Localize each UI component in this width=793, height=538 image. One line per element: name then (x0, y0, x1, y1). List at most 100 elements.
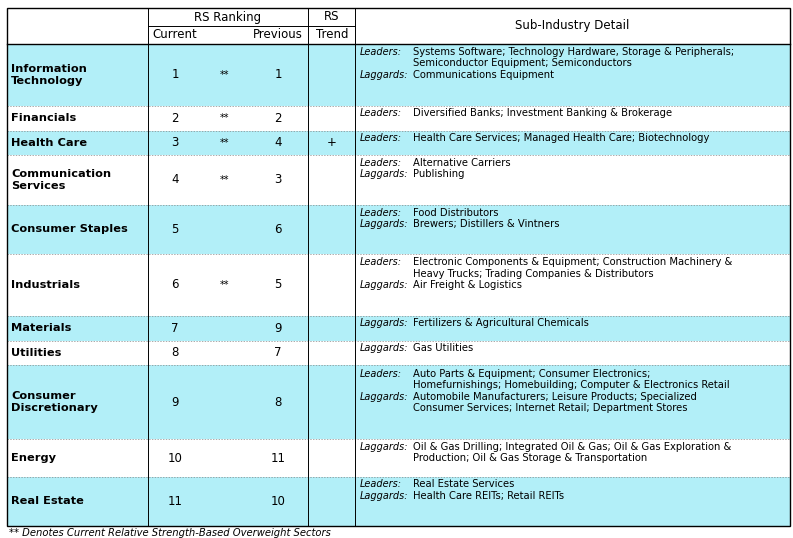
Text: RS Ranking: RS Ranking (194, 11, 262, 24)
Bar (148, 316, 355, 341)
Text: 9: 9 (274, 322, 282, 335)
Bar (355, 106, 790, 131)
Text: 6: 6 (171, 279, 178, 292)
Text: 8: 8 (171, 346, 178, 359)
Text: Auto Parts & Equipment; Consumer Electronics;: Auto Parts & Equipment; Consumer Electro… (413, 369, 650, 379)
Text: 7: 7 (171, 322, 178, 335)
Text: Alternative Carriers: Alternative Carriers (413, 158, 511, 168)
Text: Materials: Materials (11, 323, 71, 333)
Text: Consumer Services; Internet Retail; Department Stores: Consumer Services; Internet Retail; Depa… (413, 403, 688, 413)
Text: Laggards:: Laggards: (360, 491, 408, 501)
Text: 10: 10 (167, 451, 182, 464)
Text: Systems Software; Technology Hardware, Storage & Peripherals;: Systems Software; Technology Hardware, S… (413, 47, 734, 57)
Text: Homefurnishings; Homebuilding; Computer & Electronics Retail: Homefurnishings; Homebuilding; Computer … (413, 380, 730, 390)
Text: Laggards:: Laggards: (360, 343, 408, 353)
Bar (355, 155, 790, 204)
Text: Leaders:: Leaders: (360, 133, 402, 143)
Text: 11: 11 (270, 451, 285, 464)
Bar (148, 365, 355, 440)
Bar (148, 44, 355, 106)
Text: **: ** (220, 113, 230, 123)
Text: 10: 10 (270, 495, 285, 508)
Text: Brewers; Distillers & Vintners: Brewers; Distillers & Vintners (413, 219, 560, 229)
Text: Current: Current (152, 29, 197, 41)
Text: 6: 6 (274, 223, 282, 236)
Text: 1: 1 (274, 68, 282, 81)
Text: Leaders:: Leaders: (360, 108, 402, 118)
Bar (7, 365, 148, 440)
Text: 5: 5 (171, 223, 178, 236)
Bar (7, 44, 148, 106)
Bar (7, 341, 148, 365)
Bar (148, 341, 355, 365)
Text: Automobile Manufacturers; Leisure Products; Specialized: Automobile Manufacturers; Leisure Produc… (413, 392, 697, 402)
Text: Communications Equipment: Communications Equipment (413, 70, 554, 80)
Bar (355, 440, 790, 477)
Text: Publishing: Publishing (413, 169, 465, 179)
Text: Leaders:: Leaders: (360, 47, 402, 57)
Text: Air Freight & Logistics: Air Freight & Logistics (413, 280, 522, 290)
Text: Real Estate Services: Real Estate Services (413, 479, 515, 490)
Bar (7, 155, 148, 204)
Bar (355, 477, 790, 526)
Text: Production; Oil & Gas Storage & Transportation: Production; Oil & Gas Storage & Transpor… (413, 453, 647, 463)
Bar (148, 254, 355, 316)
Text: +: + (327, 136, 337, 150)
Text: Food Distributors: Food Distributors (413, 208, 499, 217)
Text: Leaders:: Leaders: (360, 257, 402, 267)
Text: Sub-Industry Detail: Sub-Industry Detail (515, 19, 630, 32)
Text: Consumer Staples: Consumer Staples (11, 224, 128, 235)
Text: 5: 5 (274, 279, 282, 292)
Text: Laggards:: Laggards: (360, 442, 408, 452)
Bar (355, 254, 790, 316)
Text: Laggards:: Laggards: (360, 219, 408, 229)
Bar (7, 316, 148, 341)
Text: **: ** (220, 280, 230, 290)
Bar (148, 131, 355, 155)
Text: Laggards:: Laggards: (360, 392, 408, 402)
Text: 2: 2 (274, 112, 282, 125)
Text: Electronic Components & Equipment; Construction Machinery &: Electronic Components & Equipment; Const… (413, 257, 733, 267)
Text: Fertilizers & Agricultural Chemicals: Fertilizers & Agricultural Chemicals (413, 318, 589, 328)
Text: Industrials: Industrials (11, 280, 80, 290)
Bar (148, 440, 355, 477)
Bar (7, 204, 148, 254)
Bar (355, 341, 790, 365)
Bar (148, 106, 355, 131)
Bar (148, 155, 355, 204)
Text: Diversified Banks; Investment Banking & Brokerage: Diversified Banks; Investment Banking & … (413, 108, 672, 118)
Text: Leaders:: Leaders: (360, 369, 402, 379)
Text: Consumer
Discretionary: Consumer Discretionary (11, 392, 98, 413)
Text: 2: 2 (171, 112, 178, 125)
Text: Laggards:: Laggards: (360, 169, 408, 179)
Bar (355, 365, 790, 440)
Bar (148, 204, 355, 254)
Text: Leaders:: Leaders: (360, 158, 402, 168)
Text: Laggards:: Laggards: (360, 280, 408, 290)
Text: Financials: Financials (11, 113, 76, 123)
Bar (355, 131, 790, 155)
Bar (7, 254, 148, 316)
Text: 7: 7 (274, 346, 282, 359)
Bar (355, 316, 790, 341)
Text: Gas Utilities: Gas Utilities (413, 343, 473, 353)
Text: ** Denotes Current Relative Strength-Based Overweight Sectors: ** Denotes Current Relative Strength-Bas… (9, 528, 331, 538)
Text: Health Care REITs; Retail REITs: Health Care REITs; Retail REITs (413, 491, 564, 501)
Bar (355, 204, 790, 254)
Text: Semiconductor Equipment; Semiconductors: Semiconductor Equipment; Semiconductors (413, 59, 632, 68)
Text: Health Care: Health Care (11, 138, 87, 148)
Text: RS: RS (324, 11, 339, 24)
Text: 4: 4 (171, 173, 178, 187)
Text: 8: 8 (274, 396, 282, 409)
Text: Laggards:: Laggards: (360, 318, 408, 328)
Text: Leaders:: Leaders: (360, 208, 402, 217)
Text: **: ** (220, 175, 230, 185)
Text: Trend: Trend (316, 29, 348, 41)
Text: Real Estate: Real Estate (11, 496, 84, 506)
Text: 9: 9 (171, 396, 178, 409)
Text: 11: 11 (167, 495, 182, 508)
Bar (7, 131, 148, 155)
Text: Heavy Trucks; Trading Companies & Distributors: Heavy Trucks; Trading Companies & Distri… (413, 268, 653, 279)
Text: **: ** (220, 70, 230, 80)
Text: Laggards:: Laggards: (360, 70, 408, 80)
